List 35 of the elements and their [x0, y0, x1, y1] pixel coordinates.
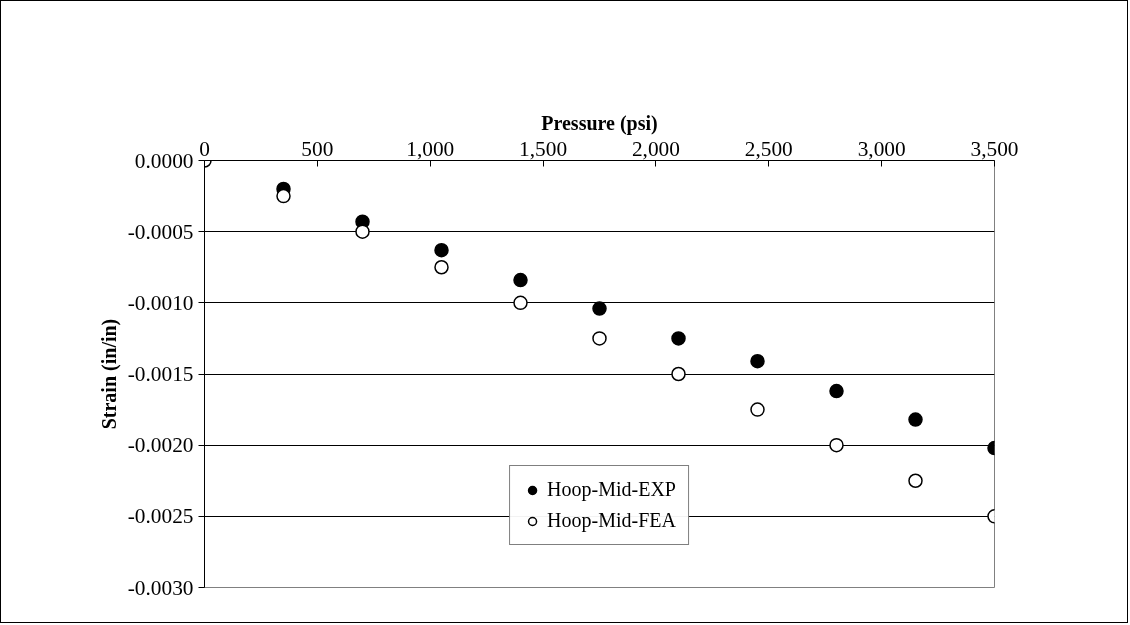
point [276, 188, 291, 204]
y-axis-title: Strain (in/in) [97, 318, 121, 430]
point [829, 437, 844, 453]
point [513, 295, 528, 311]
legend-label: Hoop-Mid-FEA [547, 509, 676, 532]
point [434, 242, 449, 258]
x-tick-label: 500 [301, 136, 334, 161]
point [592, 331, 607, 346]
point [750, 353, 765, 369]
x-tick-label: 2,000 [631, 136, 680, 161]
x-axis-title: Pressure (psi) [541, 111, 658, 135]
y-tick-label: -0.0020 [127, 433, 194, 458]
point [355, 224, 370, 239]
point [750, 402, 765, 417]
point [434, 260, 449, 275]
y-tick-label: -0.0025 [127, 504, 194, 529]
x-tick-label: 2,500 [744, 136, 793, 161]
x-tick-label: 3,500 [970, 136, 1019, 161]
legend-label: Hoop-Mid-EXP [547, 478, 676, 501]
x-tick-label: 1,500 [519, 136, 568, 161]
point [908, 412, 923, 427]
point [592, 301, 607, 316]
y-tick-label: -0.0030 [127, 575, 194, 600]
point [513, 272, 528, 288]
x-tick-label: 3,000 [857, 136, 906, 161]
point [908, 473, 923, 488]
x-tick-label: 1,000 [406, 136, 455, 161]
point [671, 331, 686, 346]
point [829, 383, 844, 399]
y-tick-label: -0.0005 [127, 219, 194, 244]
y-tick-label: -0.0015 [127, 362, 194, 386]
y-tick-label: 0.0000 [134, 148, 194, 173]
x-tick-label: 0 [199, 136, 210, 161]
point [671, 366, 686, 382]
y-tick-label: -0.0010 [127, 290, 194, 315]
